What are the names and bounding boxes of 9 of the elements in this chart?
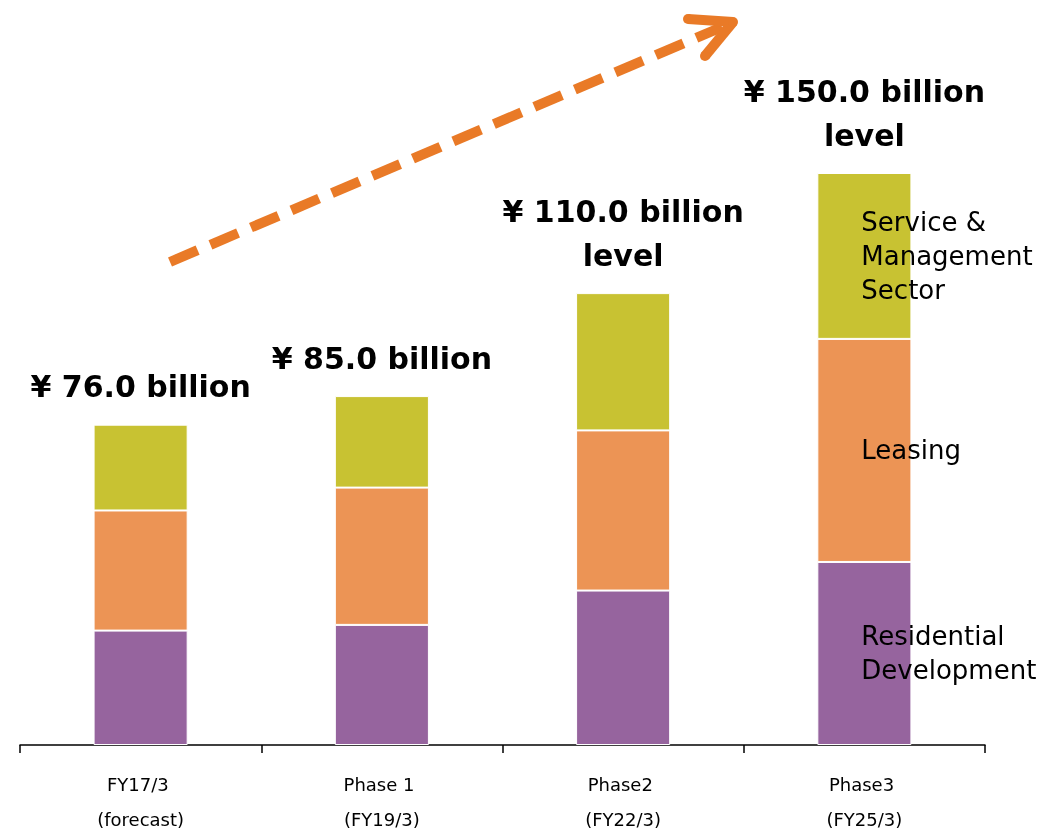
- x-tick-label: FY17/3 (forecast): [97, 774, 185, 830]
- series-label: Leasing: [861, 435, 962, 466]
- annotation: ¥ 76.0 billion: [30, 369, 251, 405]
- annotation: ¥ 150.0 billion level: [743, 73, 985, 153]
- annotation: ¥ 110.0 billion level: [502, 193, 744, 273]
- x-tick-label: Phase 1 (FY19/3): [343, 774, 421, 830]
- x-tick-label: Phase2 (FY22/3): [585, 774, 662, 830]
- x-tick-label: Phase3 (FY25/3): [826, 774, 903, 830]
- annotation: ¥ 85.0 billion: [271, 340, 493, 376]
